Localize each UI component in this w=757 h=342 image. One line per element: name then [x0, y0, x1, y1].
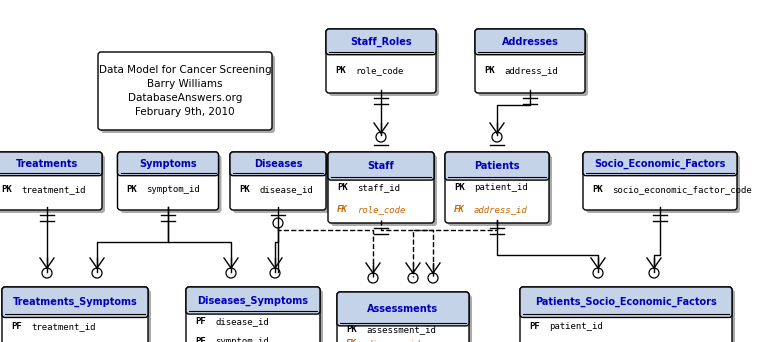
Text: Patients_Socio_Economic_Factors: Patients_Socio_Economic_Factors — [535, 297, 717, 307]
FancyBboxPatch shape — [475, 29, 585, 93]
FancyBboxPatch shape — [329, 32, 439, 96]
FancyBboxPatch shape — [186, 287, 320, 342]
FancyBboxPatch shape — [0, 155, 105, 213]
Text: disease_id: disease_id — [215, 317, 269, 326]
Text: Treatments_Symptoms: Treatments_Symptoms — [13, 297, 137, 307]
Text: socio_economic_factor_code: socio_economic_factor_code — [612, 185, 752, 194]
Text: Staff: Staff — [368, 161, 394, 171]
FancyBboxPatch shape — [0, 152, 102, 176]
Text: Assessments: Assessments — [367, 304, 438, 314]
Text: Staff_Roles: Staff_Roles — [350, 37, 412, 47]
FancyBboxPatch shape — [326, 29, 436, 55]
Text: PK: PK — [454, 183, 465, 192]
Text: Addresses: Addresses — [502, 37, 559, 47]
Text: PK: PK — [346, 325, 357, 334]
Text: Diseases: Diseases — [254, 159, 302, 169]
Text: Patients: Patients — [474, 161, 520, 171]
Text: address_id: address_id — [504, 66, 558, 75]
FancyBboxPatch shape — [2, 287, 148, 317]
FancyBboxPatch shape — [120, 155, 222, 213]
Text: PF: PF — [529, 322, 540, 331]
FancyBboxPatch shape — [478, 32, 588, 96]
Text: treatment_id: treatment_id — [21, 185, 86, 194]
Text: Socio_Economic_Factors: Socio_Economic_Factors — [594, 159, 726, 169]
Text: FK: FK — [346, 339, 357, 342]
FancyBboxPatch shape — [448, 155, 552, 226]
Text: disease_id: disease_id — [259, 185, 313, 194]
FancyBboxPatch shape — [445, 152, 549, 223]
Text: Data Model for Cancer Screening
Barry Williams
DatabaseAnswers.org
February 9th,: Data Model for Cancer Screening Barry Wi… — [98, 65, 271, 117]
Text: role_code: role_code — [355, 66, 403, 75]
Text: PK: PK — [126, 185, 137, 194]
FancyBboxPatch shape — [328, 152, 434, 223]
FancyBboxPatch shape — [189, 290, 323, 342]
FancyBboxPatch shape — [337, 292, 469, 326]
Text: PF: PF — [11, 322, 22, 331]
Text: PK: PK — [335, 66, 346, 75]
FancyBboxPatch shape — [523, 290, 735, 342]
Text: patient_id: patient_id — [549, 322, 603, 331]
FancyBboxPatch shape — [98, 52, 272, 130]
Text: staff_id: staff_id — [357, 183, 400, 192]
Text: symptom_id: symptom_id — [215, 337, 269, 342]
Text: disease_id: disease_id — [366, 339, 419, 342]
Text: PK: PK — [1, 185, 12, 194]
FancyBboxPatch shape — [583, 152, 737, 176]
Text: assessment_id: assessment_id — [366, 325, 436, 334]
FancyBboxPatch shape — [340, 295, 472, 342]
Text: Symptoms: Symptoms — [139, 159, 197, 169]
FancyBboxPatch shape — [475, 29, 585, 55]
FancyBboxPatch shape — [337, 292, 469, 342]
FancyBboxPatch shape — [186, 287, 320, 314]
FancyBboxPatch shape — [520, 287, 732, 317]
Text: role_code: role_code — [357, 205, 406, 214]
FancyBboxPatch shape — [583, 152, 737, 210]
FancyBboxPatch shape — [445, 152, 549, 180]
Text: treatment_id: treatment_id — [31, 322, 95, 331]
FancyBboxPatch shape — [326, 29, 436, 93]
Text: PK: PK — [337, 183, 347, 192]
Text: PK: PK — [592, 185, 603, 194]
FancyBboxPatch shape — [117, 152, 219, 176]
FancyBboxPatch shape — [331, 155, 437, 226]
FancyBboxPatch shape — [2, 287, 148, 342]
Text: Treatments: Treatments — [16, 159, 78, 169]
Text: Diseases_Symptoms: Diseases_Symptoms — [198, 295, 309, 306]
Text: PF: PF — [195, 337, 206, 342]
Text: FK: FK — [454, 205, 465, 214]
FancyBboxPatch shape — [230, 152, 326, 210]
Text: symptom_id: symptom_id — [147, 185, 201, 194]
FancyBboxPatch shape — [520, 287, 732, 342]
Text: address_id: address_id — [474, 205, 528, 214]
FancyBboxPatch shape — [101, 55, 275, 133]
FancyBboxPatch shape — [230, 152, 326, 176]
FancyBboxPatch shape — [0, 152, 102, 210]
Text: PF: PF — [195, 317, 206, 326]
FancyBboxPatch shape — [328, 152, 434, 180]
Text: patient_id: patient_id — [474, 183, 528, 192]
Text: FK: FK — [337, 205, 347, 214]
FancyBboxPatch shape — [233, 155, 329, 213]
FancyBboxPatch shape — [586, 155, 740, 213]
Text: PK: PK — [239, 185, 250, 194]
FancyBboxPatch shape — [5, 290, 151, 342]
Text: PK: PK — [484, 66, 495, 75]
FancyBboxPatch shape — [117, 152, 219, 210]
